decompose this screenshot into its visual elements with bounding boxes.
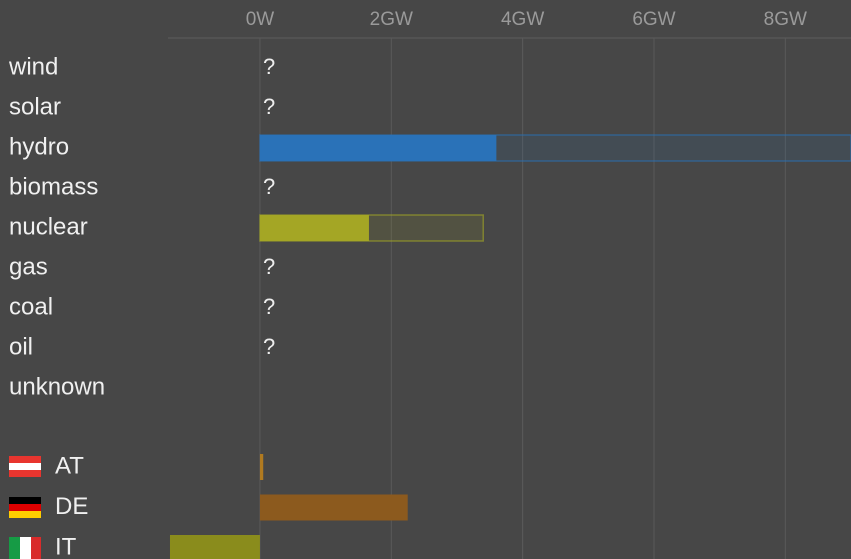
category-label: gas [9,253,48,280]
category-label: biomass [9,173,98,200]
category-label: DE [55,493,88,520]
category-label: hydro [9,133,69,160]
bar [259,494,408,521]
flag-at [9,456,41,477]
value-label: ? [263,254,275,279]
value-label: ? [263,294,275,319]
x-tick-label: 6GW [632,9,675,30]
bar [259,135,497,161]
bar [259,215,369,241]
category-label: solar [9,93,61,120]
x-tick-label: 0W [246,9,275,30]
flag-it [9,537,41,559]
category-label: nuclear [9,213,88,240]
x-tick-label: 4GW [501,9,544,30]
flag-de [9,497,41,518]
category-label: wind [8,53,58,80]
x-tick-label: 2GW [370,9,413,30]
bar [169,535,260,559]
category-label: coal [9,293,53,320]
value-label: ? [263,334,275,359]
x-tick-label: 8GW [764,9,807,30]
bar [259,454,264,480]
value-label: ? [263,54,275,79]
category-label: AT [55,452,84,479]
category-label: IT [55,533,77,559]
value-label: ? [263,174,275,199]
value-label: ? [263,94,275,119]
category-label: unknown [9,373,105,400]
category-label: oil [9,333,33,360]
